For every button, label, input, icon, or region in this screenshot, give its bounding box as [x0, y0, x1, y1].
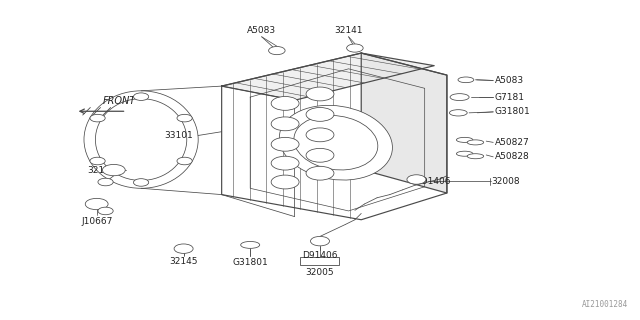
Polygon shape	[361, 53, 447, 193]
FancyBboxPatch shape	[300, 257, 339, 265]
Circle shape	[174, 244, 193, 253]
Circle shape	[407, 175, 426, 184]
Ellipse shape	[294, 116, 378, 170]
Text: J10667: J10667	[81, 217, 113, 226]
Circle shape	[306, 87, 334, 101]
Circle shape	[306, 166, 334, 180]
Ellipse shape	[95, 99, 187, 180]
Circle shape	[347, 44, 363, 52]
Circle shape	[271, 175, 299, 189]
Circle shape	[98, 207, 113, 215]
Text: 33101: 33101	[164, 131, 193, 140]
Ellipse shape	[467, 140, 484, 145]
Circle shape	[90, 157, 105, 165]
Text: G7181: G7181	[495, 92, 524, 102]
Circle shape	[177, 114, 192, 122]
Ellipse shape	[241, 242, 260, 248]
Text: FRONT: FRONT	[102, 96, 136, 106]
Text: G31801: G31801	[232, 258, 268, 267]
Text: AI21001284: AI21001284	[582, 300, 628, 309]
Circle shape	[306, 148, 334, 162]
Ellipse shape	[467, 154, 484, 159]
Text: D91406: D91406	[415, 177, 451, 186]
Text: 32145: 32145	[170, 257, 198, 266]
Circle shape	[134, 179, 148, 186]
Circle shape	[271, 97, 299, 110]
Text: A50827: A50827	[495, 138, 529, 147]
Ellipse shape	[449, 110, 467, 116]
Circle shape	[269, 46, 285, 55]
Text: 32008: 32008	[492, 177, 520, 186]
Text: A5083: A5083	[247, 26, 276, 35]
Circle shape	[102, 164, 125, 176]
Text: 32141: 32141	[334, 26, 363, 35]
Circle shape	[177, 157, 192, 165]
Text: A5083: A5083	[495, 76, 524, 85]
Polygon shape	[221, 53, 447, 220]
Circle shape	[271, 117, 299, 131]
Circle shape	[271, 156, 299, 170]
Circle shape	[90, 114, 105, 122]
Circle shape	[306, 128, 334, 142]
Circle shape	[310, 236, 330, 246]
Circle shape	[85, 198, 108, 210]
Ellipse shape	[279, 105, 392, 180]
Circle shape	[306, 108, 334, 121]
Text: G31801: G31801	[495, 108, 530, 116]
Circle shape	[134, 93, 148, 100]
Ellipse shape	[456, 151, 473, 156]
Text: 32005: 32005	[306, 268, 334, 277]
Circle shape	[271, 137, 299, 151]
Text: 32158: 32158	[87, 165, 116, 175]
Ellipse shape	[458, 77, 474, 83]
Ellipse shape	[450, 94, 469, 100]
Circle shape	[98, 178, 113, 186]
Text: D91406: D91406	[302, 251, 338, 260]
Text: A50828: A50828	[495, 152, 529, 161]
Ellipse shape	[84, 91, 198, 188]
Polygon shape	[221, 53, 434, 100]
Ellipse shape	[456, 137, 473, 142]
